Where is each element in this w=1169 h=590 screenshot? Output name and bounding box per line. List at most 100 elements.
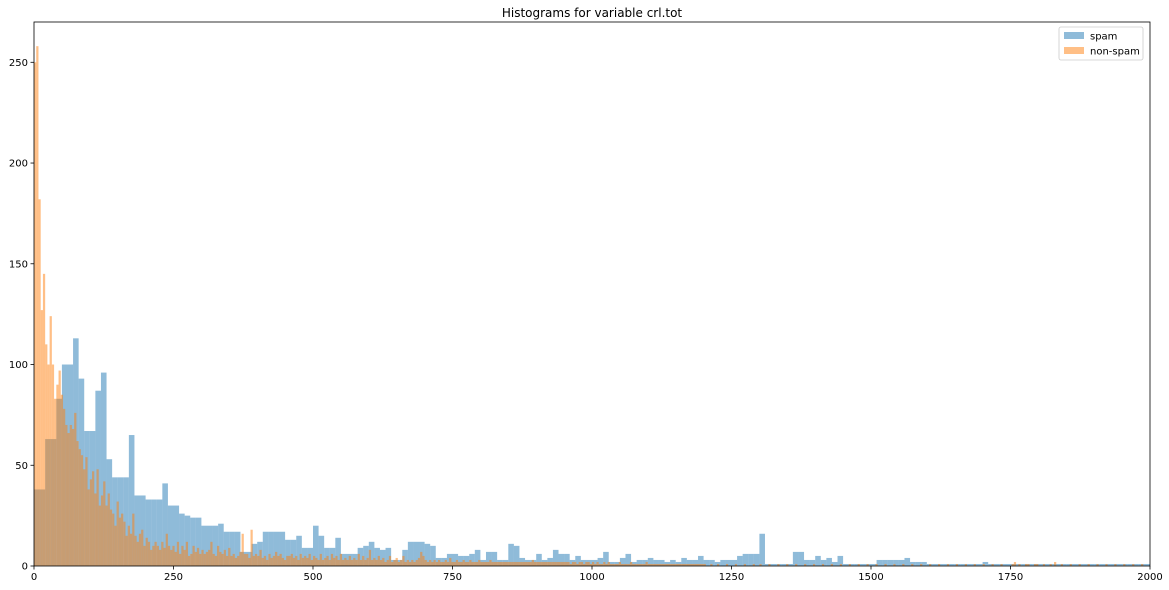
bar-non-spam bbox=[687, 563, 691, 566]
bar-spam bbox=[145, 499, 152, 566]
bar-spam bbox=[430, 545, 436, 566]
bar-spam bbox=[904, 557, 911, 566]
legend-swatch-spam bbox=[1064, 32, 1084, 39]
bar-non-spam bbox=[574, 561, 577, 566]
bar-non-spam bbox=[391, 561, 394, 566]
bar-non-spam bbox=[103, 481, 106, 566]
bar-non-spam bbox=[645, 561, 648, 566]
bar-non-spam bbox=[83, 469, 86, 566]
bar-non-spam bbox=[353, 557, 356, 566]
bar-non-spam bbox=[188, 555, 191, 566]
bar-non-spam bbox=[605, 563, 608, 566]
bar-spam bbox=[285, 539, 291, 566]
bar-spam bbox=[1133, 563, 1139, 566]
bar-spam bbox=[921, 561, 927, 566]
bar-non-spam bbox=[239, 551, 242, 566]
bar-non-spam bbox=[638, 563, 642, 566]
x-tick-label: 2000 bbox=[1137, 572, 1162, 583]
bar-non-spam bbox=[63, 408, 66, 566]
bar-non-spam bbox=[275, 551, 278, 566]
bar-non-spam bbox=[627, 563, 630, 566]
bar-spam bbox=[513, 545, 520, 566]
bar-non-spam bbox=[500, 561, 503, 566]
y-tick-label: 0 bbox=[22, 562, 28, 573]
bar-non-spam bbox=[462, 559, 465, 566]
bar-spam bbox=[658, 559, 665, 566]
bar-non-spam bbox=[330, 553, 334, 566]
bar-non-spam bbox=[150, 549, 153, 566]
bar-spam bbox=[681, 557, 687, 566]
bar-non-spam bbox=[679, 563, 682, 566]
bar-spam bbox=[1144, 563, 1150, 566]
bar-non-spam bbox=[348, 555, 351, 566]
bar-non-spam bbox=[292, 557, 296, 566]
bar-non-spam bbox=[455, 559, 459, 566]
bar-non-spam bbox=[752, 563, 755, 566]
bar-non-spam bbox=[484, 561, 488, 566]
bar-non-spam bbox=[203, 553, 206, 566]
bar-non-spam bbox=[60, 394, 64, 566]
bar-spam bbox=[720, 559, 726, 566]
bar-spam bbox=[876, 559, 883, 566]
bar-non-spam bbox=[80, 455, 84, 566]
bar-spam bbox=[156, 499, 163, 566]
bar-non-spam bbox=[562, 561, 566, 566]
bar-spam bbox=[564, 553, 570, 566]
bar-non-spam bbox=[297, 559, 300, 566]
bar-spam bbox=[686, 559, 693, 566]
bar-non-spam bbox=[71, 428, 75, 566]
bar-spam bbox=[424, 543, 431, 566]
bar-spam bbox=[1088, 563, 1095, 566]
bar-non-spam bbox=[587, 561, 590, 566]
bar-non-spam bbox=[529, 561, 532, 566]
bar-non-spam bbox=[123, 521, 126, 566]
bar-spam bbox=[709, 559, 715, 566]
bar-non-spam bbox=[424, 559, 427, 566]
bar-spam bbox=[580, 559, 587, 566]
bar-non-spam bbox=[116, 501, 119, 566]
bar-non-spam bbox=[51, 364, 55, 566]
bar-spam bbox=[536, 553, 542, 566]
bar-non-spam bbox=[257, 555, 260, 566]
bar-spam bbox=[748, 553, 754, 566]
bar-non-spam bbox=[511, 561, 514, 566]
bar-spam bbox=[653, 559, 659, 566]
bar-non-spam bbox=[246, 553, 249, 566]
bar-non-spam bbox=[107, 493, 110, 566]
bar-non-spam bbox=[911, 563, 914, 566]
bar-non-spam bbox=[701, 563, 704, 566]
bar-spam bbox=[731, 559, 738, 566]
bar-non-spam bbox=[408, 561, 412, 566]
bar-non-spam bbox=[196, 547, 200, 566]
bar-spam bbox=[452, 553, 459, 566]
bar-non-spam bbox=[118, 517, 122, 566]
bar-non-spam bbox=[174, 551, 177, 566]
bar-spam bbox=[179, 513, 185, 566]
bar-non-spam bbox=[406, 559, 409, 566]
bar-non-spam bbox=[377, 555, 380, 566]
bar-spam bbox=[151, 499, 157, 566]
bar-non-spam bbox=[306, 557, 309, 566]
bar-non-spam bbox=[518, 561, 521, 566]
bar-non-spam bbox=[442, 561, 445, 566]
bar-non-spam bbox=[504, 561, 508, 566]
bar-non-spam bbox=[437, 559, 441, 566]
bar-non-spam bbox=[547, 561, 550, 566]
bar-non-spam bbox=[839, 563, 842, 566]
bar-non-spam bbox=[1141, 563, 1144, 566]
bar-non-spam bbox=[223, 549, 226, 566]
bar-non-spam bbox=[598, 563, 601, 566]
bar-non-spam bbox=[491, 561, 494, 566]
bar-non-spam bbox=[404, 561, 407, 566]
bar-non-spam bbox=[955, 563, 959, 566]
bar-non-spam bbox=[558, 561, 561, 566]
bar-non-spam bbox=[446, 561, 450, 566]
bar-non-spam bbox=[109, 509, 113, 566]
bar-non-spam bbox=[47, 364, 50, 566]
bar-spam bbox=[206, 525, 213, 566]
bar-non-spam bbox=[163, 547, 166, 566]
bar-non-spam bbox=[337, 559, 340, 566]
bar-spam bbox=[636, 559, 643, 566]
bar-non-spam bbox=[172, 545, 175, 566]
